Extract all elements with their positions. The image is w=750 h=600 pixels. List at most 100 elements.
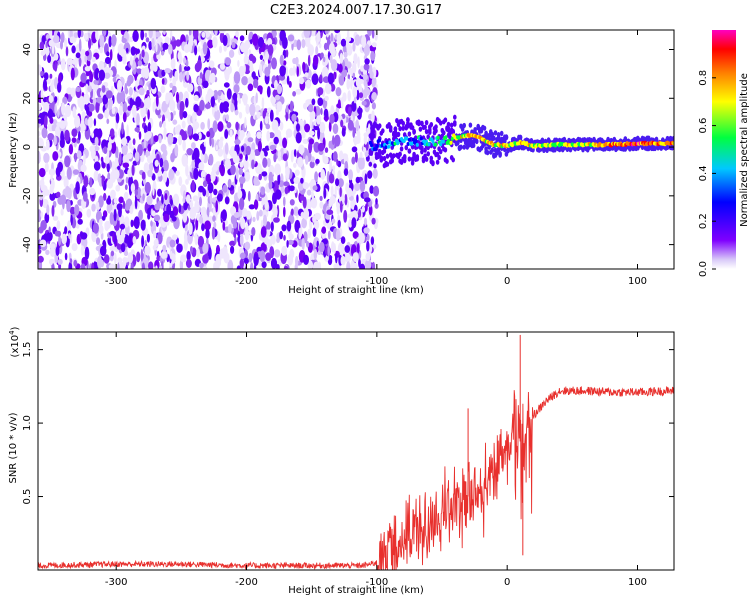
noise-cell (269, 109, 274, 122)
noise-cell (215, 200, 218, 213)
signal-halo-cell (485, 150, 490, 156)
noise-cell (313, 141, 320, 153)
noise-cell (196, 248, 201, 258)
noise-cell (283, 60, 287, 66)
noise-cell (45, 48, 50, 56)
noise-cell (107, 195, 111, 205)
noise-cell (358, 92, 364, 99)
noise-cell (319, 121, 326, 134)
noise-cell (185, 194, 191, 204)
noise-cell (95, 101, 100, 113)
noise-cell (153, 239, 159, 247)
noise-cell (147, 213, 151, 220)
noise-cell (249, 103, 256, 117)
noise-cell (353, 136, 357, 146)
noise-cell (121, 137, 128, 146)
noise-cell (69, 206, 76, 215)
noise-cell (306, 189, 312, 196)
noise-cell (152, 183, 155, 196)
noise-cell (262, 110, 266, 119)
noise-cell (246, 210, 252, 220)
noise-cell (343, 69, 348, 78)
noise-cell (55, 246, 60, 257)
noise-cell (245, 145, 251, 156)
noise-cell (293, 149, 297, 158)
noise-cell (150, 77, 157, 90)
noise-cell (122, 112, 127, 123)
noise-cell (178, 176, 183, 187)
noise-cell (343, 168, 349, 177)
noise-cell (238, 197, 245, 210)
noise-cell (309, 110, 316, 121)
noise-cell (366, 233, 370, 241)
snr-plot-frame (37, 331, 675, 571)
noise-cell (214, 30, 218, 36)
noise-cell (73, 259, 78, 267)
noise-cell (339, 52, 344, 64)
noise-cell (109, 49, 113, 61)
noise-cell (192, 30, 199, 40)
noise-cell (164, 36, 170, 45)
noise-cell (264, 237, 268, 245)
noise-cell (66, 200, 71, 213)
noise-cell (245, 103, 250, 115)
signal-halo-cell (410, 160, 415, 166)
noise-cell (371, 217, 376, 225)
noise-cell (239, 153, 243, 160)
noise-cell (269, 144, 277, 150)
noise-cell (53, 135, 57, 146)
noise-cell (300, 177, 304, 184)
noise-cell (276, 237, 280, 244)
signal-core-cell (373, 147, 378, 152)
noise-cell (47, 108, 54, 120)
noise-cell (199, 215, 204, 224)
noise-cell (86, 105, 90, 116)
noise-cell (247, 76, 254, 85)
signal-halo-cell (459, 144, 463, 150)
signal-halo-cell (407, 148, 412, 154)
noise-cell (327, 245, 331, 257)
signal-halo-cell (503, 147, 507, 153)
signal-halo-cell (451, 128, 456, 135)
signal-halo-cell (424, 129, 429, 135)
noise-cell (317, 87, 324, 96)
noise-cell (320, 107, 323, 116)
noise-cell (66, 57, 74, 66)
noise-cell (238, 111, 243, 119)
noise-cell (243, 63, 246, 74)
noise-cell (91, 203, 96, 212)
noise-cell (154, 214, 161, 222)
noise-cell (256, 210, 260, 221)
noise-cell (223, 69, 231, 77)
heatmap-x-label: Height of straight line (km) (288, 285, 424, 296)
noise-cell (301, 131, 306, 139)
noise-cell (192, 114, 196, 124)
signal-halo-cell (371, 133, 376, 139)
noise-cell (343, 51, 348, 58)
noise-cell (147, 109, 150, 120)
noise-cell (304, 123, 311, 133)
noise-cell (98, 128, 102, 139)
noise-cell (38, 226, 44, 234)
noise-cell (240, 145, 245, 152)
noise-cell (221, 209, 227, 222)
noise-cell (277, 150, 282, 158)
noise-cell (286, 240, 289, 248)
noise-cell (255, 193, 259, 201)
noise-cell (144, 245, 151, 256)
noise-cell (338, 75, 345, 86)
noise-cell (74, 152, 77, 163)
noise-cell (45, 249, 50, 256)
noise-cell (368, 204, 373, 216)
noise-cell (171, 234, 178, 241)
noise-cell (239, 258, 244, 269)
noise-cell (82, 191, 88, 202)
noise-cell (143, 124, 148, 134)
noise-cell (363, 74, 367, 87)
noise-cell (273, 136, 279, 145)
noise-cell (185, 164, 189, 177)
noise-cell (151, 56, 154, 68)
noise-cell (214, 109, 221, 121)
noise-cell (146, 233, 150, 243)
noise-cell (369, 71, 374, 79)
